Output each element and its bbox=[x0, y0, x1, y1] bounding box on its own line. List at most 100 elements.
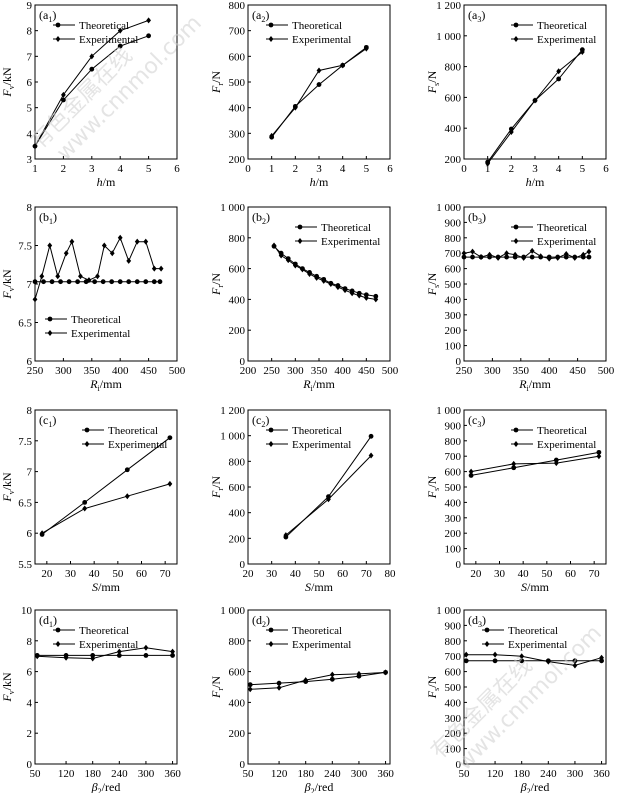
data-point bbox=[303, 677, 309, 684]
data-point bbox=[495, 254, 501, 261]
data-point bbox=[278, 252, 284, 259]
y-tick-label: 600 bbox=[445, 92, 462, 104]
data-point bbox=[307, 270, 312, 277]
data-point bbox=[146, 17, 151, 24]
x-axis-label: h/m bbox=[97, 175, 116, 189]
y-tick-label: 7.5 bbox=[18, 241, 32, 253]
data-point bbox=[492, 651, 498, 658]
data-point bbox=[383, 669, 388, 676]
y-tick-label: 200 bbox=[445, 528, 462, 540]
data-point bbox=[511, 465, 517, 471]
legend-entry: Experimental bbox=[321, 236, 380, 248]
x-tick-label: 300 bbox=[351, 768, 368, 780]
data-point bbox=[117, 27, 123, 34]
x-tick-label: 300 bbox=[287, 365, 304, 377]
series-line bbox=[41, 483, 171, 534]
x-tick-label: 70 bbox=[589, 568, 601, 580]
y-tick-label: 0 bbox=[240, 559, 246, 571]
legend: Theoretical Experimental bbox=[53, 625, 138, 651]
y-tick-label: 900 bbox=[445, 420, 462, 432]
x-tick-label: 360 bbox=[164, 768, 181, 780]
data-point bbox=[335, 284, 341, 291]
data-point bbox=[470, 254, 475, 260]
y-tick-label: 800 bbox=[229, 233, 246, 245]
x-axis-label: Ri/mm bbox=[518, 377, 551, 393]
y-tick-label: 100 bbox=[445, 544, 462, 556]
data-point bbox=[55, 273, 61, 280]
x-tick-label: 360 bbox=[593, 768, 610, 780]
y-tick-label: 100 bbox=[445, 341, 462, 353]
chart-d2: 50 120 180 240 300 360 0 200 400 600 800 1 000 (d2) β… bbox=[209, 605, 394, 793]
data-point bbox=[39, 273, 45, 280]
legend-marker bbox=[297, 224, 303, 230]
data-point bbox=[356, 292, 362, 299]
x-tick-label: 250 bbox=[27, 365, 44, 377]
x-tick-label: 30 bbox=[65, 568, 77, 580]
legend-marker bbox=[55, 36, 61, 42]
series-experimental bbox=[269, 45, 369, 139]
data-point bbox=[468, 473, 474, 478]
data-point bbox=[49, 279, 55, 285]
y-tick-label: 600 bbox=[229, 482, 246, 494]
legend: Theoretical Experimental bbox=[295, 222, 380, 248]
legend-entry: Theoretical bbox=[79, 20, 129, 32]
data-point bbox=[292, 262, 298, 269]
y-tick-label: 8 bbox=[27, 636, 33, 648]
legend-entry: Experimental bbox=[537, 34, 596, 46]
y-tick-label: 4 bbox=[27, 128, 33, 140]
data-point bbox=[276, 684, 282, 691]
x-tick-label: 4 bbox=[556, 163, 562, 175]
x-tick-label: 450 bbox=[569, 365, 586, 377]
series-theoretical bbox=[463, 658, 604, 664]
data-point bbox=[58, 279, 63, 285]
data-point bbox=[478, 254, 484, 261]
legend-marker bbox=[513, 224, 519, 230]
legend-entry: Experimental bbox=[537, 236, 596, 248]
chart-b1: 250 300 350 400 450 500 6 6.5 7 7.5 8 (b1) Ri/mm Fv/k… bbox=[0, 202, 186, 393]
y-tick-label: 200 bbox=[229, 154, 246, 166]
series-line bbox=[466, 654, 602, 666]
series-experimental bbox=[461, 247, 592, 262]
data-point bbox=[586, 254, 592, 260]
data-point bbox=[109, 250, 115, 257]
data-point bbox=[66, 279, 72, 285]
y-axis-label: Fr/N bbox=[209, 71, 225, 94]
data-point bbox=[158, 265, 164, 272]
x-tick-label: 30 bbox=[494, 568, 506, 580]
x-tick-label: 180 bbox=[513, 768, 530, 780]
legend-marker bbox=[268, 627, 274, 633]
data-point bbox=[316, 82, 322, 87]
series-experimental bbox=[32, 234, 164, 303]
x-tick-label: 360 bbox=[377, 768, 394, 780]
data-point bbox=[117, 234, 123, 241]
x-tick-label: 350 bbox=[84, 365, 101, 377]
data-point bbox=[151, 279, 157, 285]
y-tick-label: 6 bbox=[27, 667, 33, 679]
data-point bbox=[329, 676, 335, 682]
series-experimental bbox=[39, 480, 173, 537]
data-point bbox=[63, 250, 69, 257]
legend: Theoretical Experimental bbox=[45, 314, 130, 340]
x-tick-label: 70 bbox=[361, 568, 373, 580]
x-tick-label: 5 bbox=[580, 163, 586, 175]
data-point bbox=[580, 251, 586, 258]
y-tick-label: 1 200 bbox=[220, 405, 245, 417]
legend-entry: Theoretical bbox=[79, 625, 129, 637]
x-tick-label: 300 bbox=[567, 768, 584, 780]
data-point bbox=[170, 648, 175, 655]
data-point bbox=[572, 658, 578, 664]
legend-marker bbox=[47, 316, 53, 322]
legend-entry: Theoretical bbox=[537, 425, 587, 437]
data-point bbox=[572, 662, 578, 669]
y-tick-label: 0 bbox=[27, 759, 33, 771]
data-point bbox=[555, 254, 561, 261]
data-point bbox=[349, 290, 355, 297]
y-axis-label: Fs/N bbox=[425, 675, 441, 699]
legend-entry: Theoretical bbox=[108, 425, 158, 437]
y-axis-label: Fr/N bbox=[209, 676, 225, 699]
y-tick-label: 7 bbox=[27, 279, 33, 291]
series-experimental bbox=[283, 452, 374, 539]
data-point bbox=[146, 33, 152, 39]
data-point bbox=[82, 500, 88, 505]
